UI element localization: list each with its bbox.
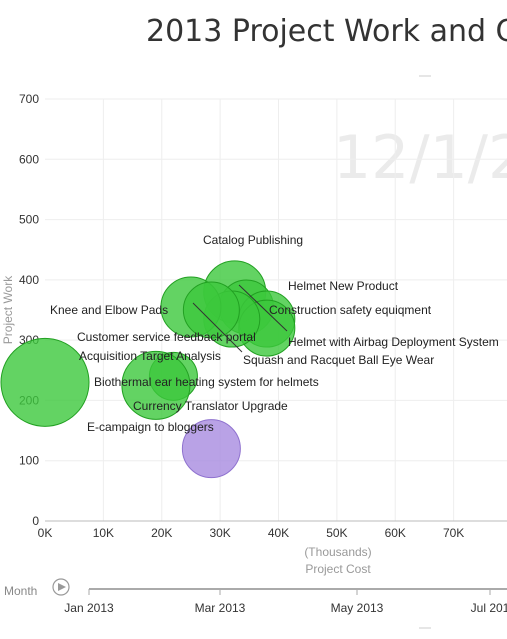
play-axis-ticks: Jan 2013 Mar 2013 May 2013 Jul 201	[64, 589, 507, 615]
bubble-label: Helmet New Product	[288, 279, 399, 293]
bubble-labels: Catalog Publishing Helmet New Product Cons…	[50, 233, 499, 434]
x-axis-unit: (Thousands)	[304, 545, 371, 559]
x-tick-label: 40K	[268, 526, 289, 540]
y-tick-label: 700	[19, 92, 39, 106]
y-tick-label: 100	[19, 454, 39, 468]
bubble-point	[0, 337, 90, 427]
bubble-label: Construction safety equiqment	[269, 303, 432, 317]
x-axis-label: Project Cost	[305, 562, 371, 576]
y-tick-label: 400	[19, 273, 39, 287]
bubble-label: E-campaign to bloggers	[87, 420, 214, 434]
bubble-label: Acquisition Target Analysis	[79, 349, 221, 363]
play-axis-tick-label: May 2013	[331, 601, 384, 615]
date-watermark: 12/1/2	[333, 123, 507, 193]
bubble-point	[121, 350, 191, 420]
x-tick-label: 60K	[385, 526, 406, 540]
play-axis-tick-label: Jan 2013	[64, 601, 114, 615]
y-tick-label: 500	[19, 213, 39, 227]
bubble-label: Currency Translator Upgrade	[133, 399, 288, 413]
chart-title: 2013 Project Work and Co	[146, 14, 507, 49]
play-axis-label: Month	[4, 584, 37, 598]
y-axis-label: Project Work	[1, 275, 15, 344]
play-button[interactable]	[52, 578, 70, 596]
bubble-point	[182, 281, 240, 339]
y-axis-ticks: 0100200300400500600700	[19, 92, 39, 528]
y-tick-label: 0	[32, 514, 39, 528]
x-tick-label: 50K	[326, 526, 347, 540]
play-axis-tick-label: Jul 201	[471, 601, 507, 615]
y-tick-label: 600	[19, 152, 39, 166]
bubble-label: Biothermal ear heating system for helmet…	[94, 375, 319, 389]
bubble-label: Customer service feedback portal	[77, 330, 256, 344]
x-axis-ticks: 0K10K20K30K40K50K60K70K8	[38, 526, 465, 540]
bubbles	[0, 260, 296, 479]
x-tick-label: 30K	[209, 526, 230, 540]
label-connector	[238, 284, 288, 332]
play-icon	[58, 583, 66, 591]
bubble-label: Squash and Racquet Ball Eye Wear	[243, 353, 434, 367]
bubble-label: Helmet with Airbag Deployment System	[288, 335, 499, 349]
bubble-point	[181, 419, 241, 479]
play-axis-tick-label: Mar 2013	[195, 601, 246, 615]
x-tick-label: 0K	[38, 526, 53, 540]
x-tick-label: 10K	[93, 526, 114, 540]
grid-lines	[45, 98, 507, 521]
bubble-label: Knee and Elbow Pads	[50, 303, 168, 317]
x-tick-label: 20K	[151, 526, 172, 540]
bubble-label: Catalog Publishing	[203, 233, 303, 247]
label-connector	[192, 302, 243, 353]
x-tick-label: 70K	[443, 526, 464, 540]
